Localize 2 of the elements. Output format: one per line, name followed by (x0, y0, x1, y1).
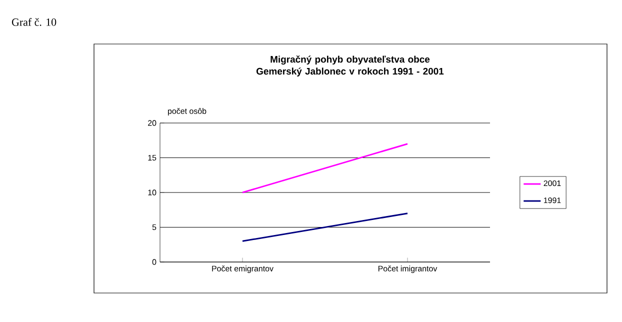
text: Graf č. 10 (12, 18, 56, 26)
chart-title: Migračný pohyb obyvateľstva obce Gemerský Jablonec v rokoch 1991 - 2001 (256, 56, 444, 76)
